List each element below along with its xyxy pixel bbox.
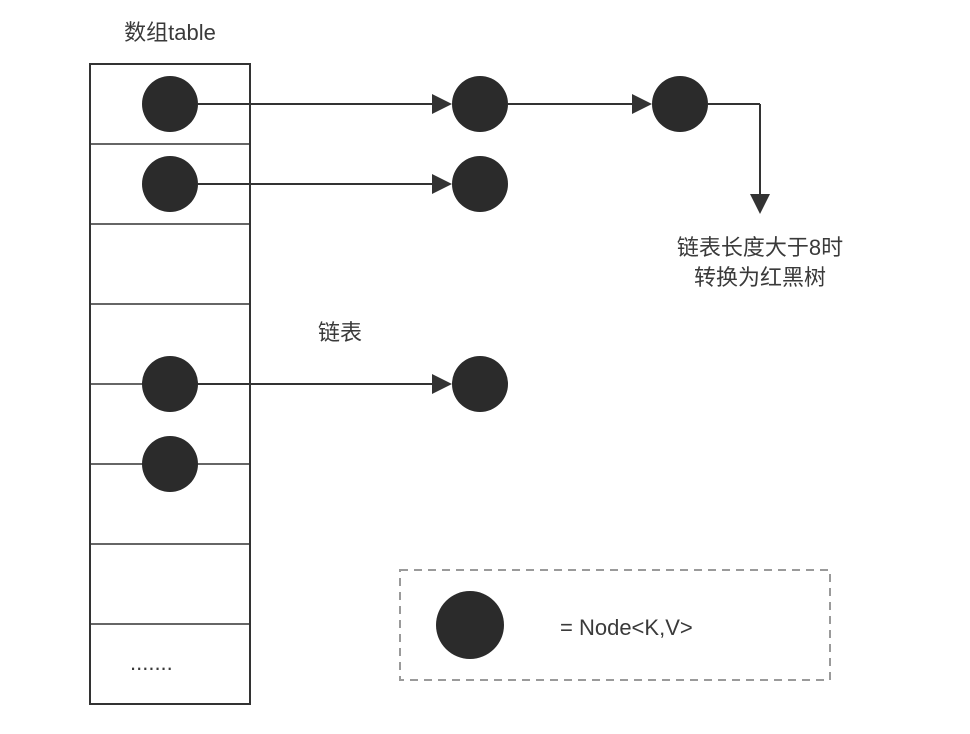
title-label: 数组table [124, 20, 216, 45]
node-circle [452, 156, 508, 212]
node-circle [452, 76, 508, 132]
node-circle [452, 356, 508, 412]
legend-equals-label: = Node<K,V> [560, 615, 693, 640]
node-circle [142, 436, 198, 492]
node-circle [652, 76, 708, 132]
node-circle [142, 156, 198, 212]
ellipsis-label: ....... [130, 650, 173, 675]
hashmap-structure-diagram: 数组table 链表 链表长度大于8时 转换为红黑树 = Node<K,V> .… [0, 0, 970, 734]
convert-line1-label: 链表长度大于8时 [677, 235, 843, 260]
node-circle [142, 76, 198, 132]
legend-node-icon [436, 591, 504, 659]
node-circle [142, 356, 198, 412]
linked-list-label: 链表 [318, 320, 362, 345]
nodes [142, 76, 708, 492]
convert-line2-label: 转换为红黑树 [694, 265, 826, 290]
linked-list-arrows [198, 104, 760, 384]
